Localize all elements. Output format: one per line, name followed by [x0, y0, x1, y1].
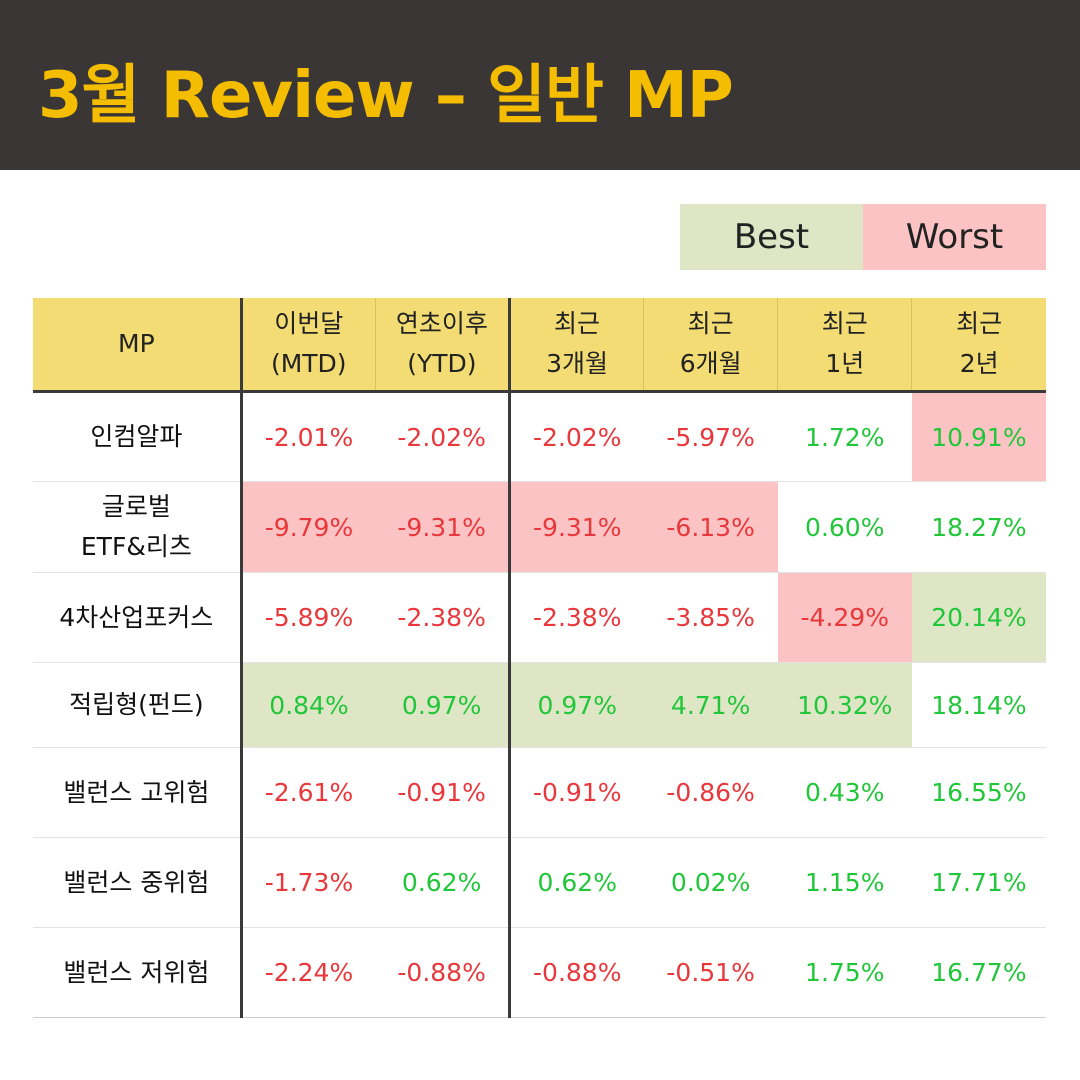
table-row: 적립형(펀드) 0.84% 0.97% 0.97% 4.71% 10.32% 18.14%: [33, 662, 1046, 748]
column-header: 최근 1년: [777, 298, 912, 393]
column-header-line: 최근: [687, 309, 734, 338]
table-cell: 18.14%: [911, 662, 1046, 748]
table-cell: -0.51%: [643, 927, 778, 1018]
table-cell: -0.88%: [507, 927, 644, 1018]
column-header-line: 3개월: [546, 349, 608, 378]
table-cell: 4.71%: [643, 662, 778, 748]
performance-table: MP 이번달 (MTD) 연초이후 (YTD) 최근 3개월 최근 6개월 최근 1년 최근 2년 인컴…: [33, 298, 1046, 1018]
row-name-line: 밸런스 저위험: [63, 957, 210, 987]
column-header-line: (MTD): [270, 349, 347, 378]
table-cell: -2.02%: [507, 391, 644, 482]
table-cell: -9.79%: [239, 481, 376, 573]
row-name-line: ETF&리츠: [80, 532, 192, 561]
table-cell: 0.62%: [375, 837, 510, 928]
table-cell: 0.43%: [777, 747, 912, 838]
table-cell: -0.91%: [507, 747, 644, 838]
column-header-line: (YTD): [407, 349, 477, 378]
table-cell: -5.89%: [239, 572, 376, 663]
column-header-line: MP: [118, 329, 155, 358]
row-name: 밸런스 저위험: [33, 927, 242, 1018]
table-cell: -0.88%: [375, 927, 510, 1018]
table-header-row: MP 이번달 (MTD) 연초이후 (YTD) 최근 3개월 최근 6개월 최근 1년 최근 2년: [33, 298, 1046, 393]
legend-best: Best: [680, 204, 863, 270]
column-header-line: 연초이후: [395, 309, 488, 338]
table-cell: 0.97%: [375, 662, 510, 748]
table-cell: 0.84%: [239, 662, 376, 748]
column-header-line: 1년: [825, 349, 865, 378]
table-cell: -0.91%: [375, 747, 510, 838]
table-cell: 1.72%: [777, 391, 912, 482]
column-header-line: 최근: [956, 309, 1003, 338]
column-header-line: 6개월: [679, 349, 742, 378]
table-cell: 1.75%: [777, 927, 912, 1018]
column-header: 연초이후 (YTD): [374, 298, 510, 393]
table-cell: -2.38%: [507, 572, 644, 663]
row-name: 밸런스 고위험: [33, 747, 242, 838]
table-cell: 20.14%: [911, 572, 1046, 663]
page-title: 3월 Review – 일반 MP: [38, 59, 734, 133]
table-row: 밸런스 저위험 -2.24% -0.88% -0.88% -0.51% 1.75% 16.7…: [33, 927, 1046, 1018]
table-row: 4차산업포커스 -5.89% -2.38% -2.38% -3.85% -4.29% 20.…: [33, 572, 1046, 663]
table-cell: -3.85%: [643, 572, 778, 663]
table-row: 글로벌 ETF&리츠 -9.79% -9.31% -9.31% -6.13% 0.60% 18…: [33, 481, 1046, 573]
column-header: 최근 3개월: [507, 298, 644, 393]
row-name: 글로벌 ETF&리츠: [33, 481, 242, 573]
table-cell: -6.13%: [643, 481, 778, 573]
table-row: 밸런스 중위험 -1.73% 0.62% 0.62% 0.02% 1.15% 17.71%: [33, 837, 1046, 928]
column-header-line: 이번달: [274, 309, 344, 338]
table-cell: -2.02%: [375, 391, 510, 482]
table-cell: -1.73%: [239, 837, 376, 928]
table-cell: 0.60%: [777, 481, 912, 573]
header-bar: 3월 Review – 일반 MP: [0, 0, 1080, 170]
table-cell: -2.61%: [239, 747, 376, 838]
table-cell: -9.31%: [507, 481, 644, 573]
table-cell: -4.29%: [777, 572, 912, 663]
row-name-line: 밸런스 중위험: [63, 867, 210, 897]
table-cell: 16.77%: [911, 927, 1046, 1018]
table-cell: 0.02%: [643, 837, 778, 928]
column-header: 이번달 (MTD): [239, 298, 376, 393]
table-cell: 10.91%: [911, 391, 1046, 482]
row-name-line: 밸런스 고위험: [63, 777, 210, 807]
table-row: 밸런스 고위험 -2.61% -0.91% -0.91% -0.86% 0.43% 16.5…: [33, 747, 1046, 838]
table-cell: 17.71%: [911, 837, 1046, 928]
column-header: MP: [33, 298, 242, 393]
table-cell: 18.27%: [911, 481, 1046, 573]
row-name: 밸런스 중위험: [33, 837, 242, 928]
column-header: 최근 6개월: [643, 298, 778, 393]
table-cell: -2.38%: [375, 572, 510, 663]
column-header-line: 최근: [821, 309, 868, 338]
table-cell: 10.32%: [777, 662, 912, 748]
row-name: 4차산업포커스: [33, 572, 242, 663]
table-cell: -5.97%: [643, 391, 778, 482]
legend-worst: Worst: [863, 204, 1046, 270]
table-cell: -9.31%: [375, 481, 510, 573]
column-header: 최근 2년: [911, 298, 1046, 393]
table-cell: 16.55%: [911, 747, 1046, 838]
table-cell: -0.86%: [643, 747, 778, 838]
column-header-line: 2년: [959, 349, 999, 378]
table-cell: -2.01%: [239, 391, 376, 482]
row-name: 적립형(펀드): [33, 662, 242, 748]
column-header-line: 최근: [554, 309, 601, 338]
row-name-line: 인컴알파: [90, 422, 183, 451]
row-name-line: 4차산업포커스: [59, 602, 214, 632]
row-name-line: 적립형(펀드): [69, 690, 204, 719]
table-cell: 0.62%: [507, 837, 644, 928]
row-name: 인컴알파: [33, 391, 242, 482]
table-cell: 0.97%: [507, 662, 644, 748]
table-row: 인컴알파 -2.01% -2.02% -2.02% -5.97% 1.72% 10.91%: [33, 391, 1046, 482]
row-name-line: 글로벌: [101, 492, 171, 521]
table-cell: 1.15%: [777, 837, 912, 928]
table-cell: -2.24%: [239, 927, 376, 1018]
